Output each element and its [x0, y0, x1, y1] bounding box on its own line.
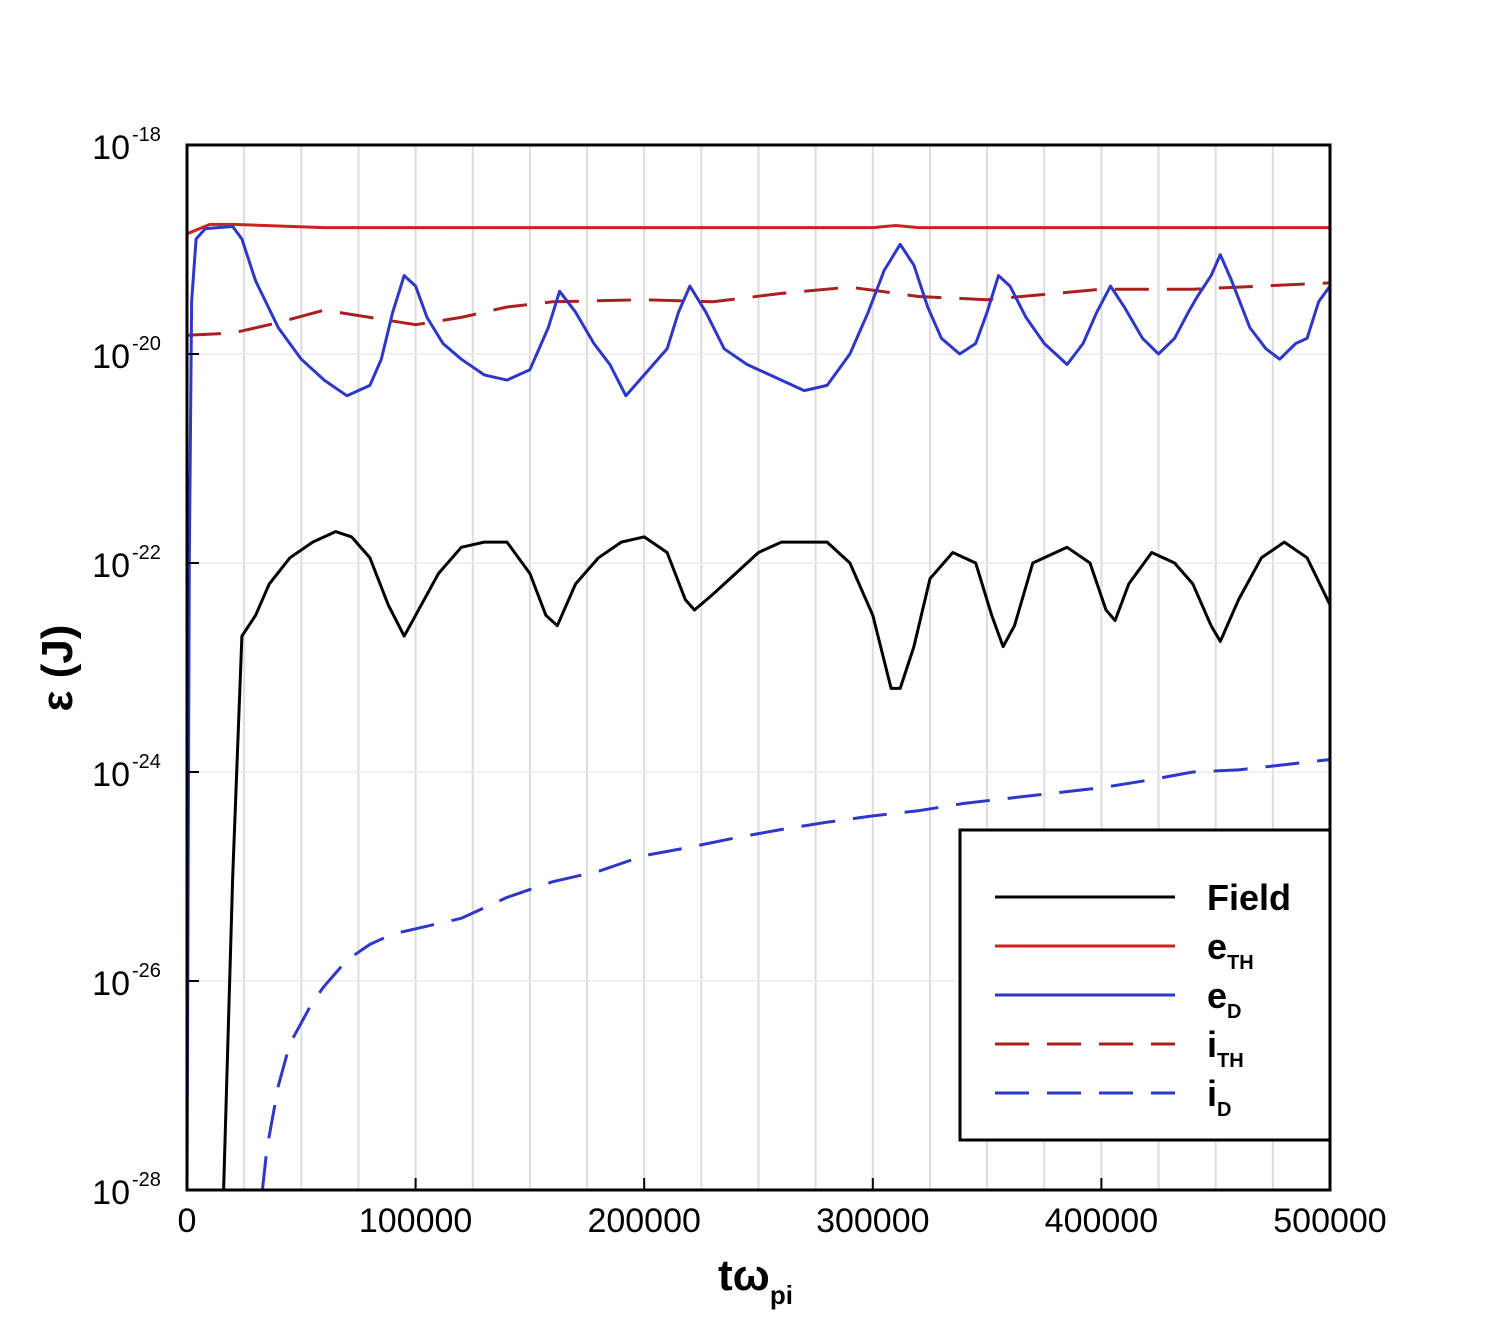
x-tick-label: 500000: [1273, 1202, 1386, 1240]
legend-label: eTH: [1207, 926, 1254, 974]
y-tick-label: 10: [92, 338, 130, 376]
y-axis-title: ε (J): [33, 625, 82, 712]
series-line-ed: [185, 225, 1332, 1191]
y-tick-exponent: -18: [132, 124, 161, 146]
x-tick-label: 200000: [587, 1202, 700, 1240]
y-tick-exponent: -24: [132, 751, 161, 773]
x-tick-label: 0: [178, 1202, 197, 1240]
plot-frame: [185, 143, 1332, 1192]
y-tick-label: 10: [92, 1174, 130, 1212]
y-tick-exponent: -20: [132, 333, 161, 355]
y-tick-label: 10: [92, 756, 130, 794]
series-line-ith: [186, 281, 1331, 337]
legend-label: Field: [1207, 877, 1291, 918]
y-tick-label: 10: [92, 129, 130, 167]
x-tick-label: 400000: [1045, 1202, 1158, 1240]
x-tick-label: 100000: [359, 1202, 472, 1240]
x-axis: 0 100000 200000 300000 400000 500000: [178, 1178, 1387, 1240]
y-tick-exponent: -22: [132, 542, 161, 564]
y-tick-exponent: -28: [132, 1169, 161, 1191]
x-axis-title-subscript: pi: [770, 1280, 793, 1310]
x-tick-label: 300000: [816, 1202, 929, 1240]
x-axis-title-main: tω: [718, 1251, 770, 1300]
series-line-field: [222, 530, 1332, 1191]
legend-label: eD: [1207, 975, 1241, 1023]
x-axis-title: tωpi: [718, 1251, 793, 1310]
y-tick-exponent: -26: [132, 960, 161, 982]
series-group: [185, 222, 1332, 1191]
y-tick-label: 10: [92, 547, 130, 585]
series-line-eth: [186, 222, 1330, 236]
legend-label: iD: [1207, 1073, 1231, 1121]
legend-box: [958, 828, 1332, 1142]
y-tick-label: 10: [92, 965, 130, 1003]
legend-label: iTH: [1207, 1024, 1244, 1072]
